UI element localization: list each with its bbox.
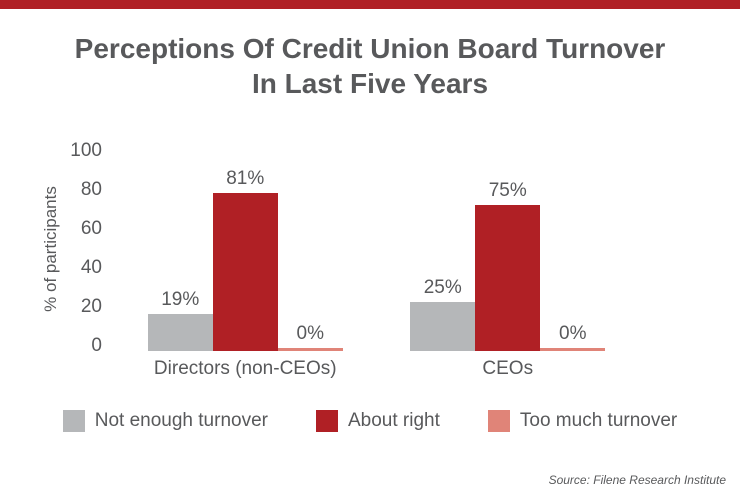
chart-title: Perceptions Of Credit Union Board Turnov… [10,31,730,101]
bar-cell-about-right: 81% [212,168,278,351]
bar-value-label: 0% [296,323,324,344]
legend-swatch-too-much-turnover [487,410,510,432]
legend-item-not-enough-turnover: Not enough turnover [62,410,268,432]
legend-label: About right [347,410,440,431]
bar-value-label: 0% [559,323,587,344]
bar-cell-about-right: 75% [475,179,541,351]
top-banner [0,0,740,9]
y-tick-label: 80 [80,179,102,200]
bar-cell-not-enough-turnover: 19% [147,288,213,351]
y-tick-label: 0 [91,335,102,356]
y-tick-label: 60 [80,218,102,239]
legend-swatch-about-right [315,410,338,432]
bar-cell-not-enough-turnover: 25% [410,277,476,351]
bar-too-much-turnover [277,348,343,351]
legend-item-too-much-turnover: Too much turnover [487,410,678,432]
bar-too-much-turnover [540,348,606,351]
y-tick-label: 40 [80,257,102,278]
chart-title-line2: In Last Five Years [251,68,489,99]
legend-item-about-right: About right [315,410,440,432]
plot-area: 19% 81% 0% 25% 75% 0% [114,156,639,351]
y-tick-label: 100 [70,140,102,161]
x-axis-categories: Directors (non-CEOs) CEOs [114,358,639,380]
legend-label: Not enough turnover [94,410,268,431]
chart-title-line1: Perceptions Of Credit Union Board Turnov… [74,33,666,64]
bar-cell-too-much-turnover: 0% [277,323,343,351]
y-tick-label: 20 [80,296,102,317]
bar-cell-too-much-turnover: 0% [540,323,606,351]
y-axis-label: % of participants [38,151,64,346]
legend: Not enough turnover About right Too much t… [0,410,740,432]
legend-label: Too much turnover [519,410,678,431]
bar-group-ceos: 25% 75% 0% [410,179,606,351]
bar-value-label: 81% [226,168,265,190]
y-axis-ticks: 0 20 40 60 80 100 [64,141,114,356]
plot-column: 19% 81% 0% 25% 75% 0% Directors (non-CEOs) CEO… [114,156,639,380]
bar-about-right [212,193,278,351]
category-label-directors-non-ceos: Directors (non-CEOs) [153,358,337,379]
bar-value-label: 75% [488,179,527,201]
bar-group-directors-non-ceos: 19% 81% 0% [147,168,343,351]
category-label-ceos: CEOs [482,358,534,379]
bar-about-right [475,204,541,351]
bar-value-label: 19% [161,288,200,310]
bar-value-label: 25% [423,277,462,299]
bar-chart: % of participants 0 20 40 60 80 100 19% 81% 0% 2… [38,141,740,380]
legend-swatch-not-enough-turnover [62,410,85,432]
source-note: Source: Filene Research Institute [548,473,726,487]
y-axis-label-text: % of participants [41,185,60,312]
bar-not-enough-turnover [410,302,476,351]
bar-not-enough-turnover [147,313,213,351]
